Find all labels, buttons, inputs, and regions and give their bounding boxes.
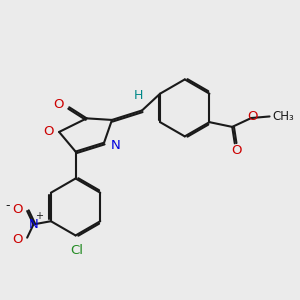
Text: N: N	[110, 139, 120, 152]
Text: O: O	[231, 144, 242, 157]
Text: O: O	[43, 125, 53, 139]
Text: -: -	[5, 199, 10, 212]
Text: CH₃: CH₃	[273, 110, 295, 123]
Text: O: O	[12, 203, 23, 216]
Text: N: N	[28, 218, 38, 231]
Text: +: +	[35, 212, 43, 221]
Text: Cl: Cl	[71, 244, 84, 257]
Text: H: H	[134, 88, 144, 102]
Text: O: O	[12, 233, 23, 246]
Text: O: O	[53, 98, 64, 111]
Text: O: O	[248, 110, 258, 123]
